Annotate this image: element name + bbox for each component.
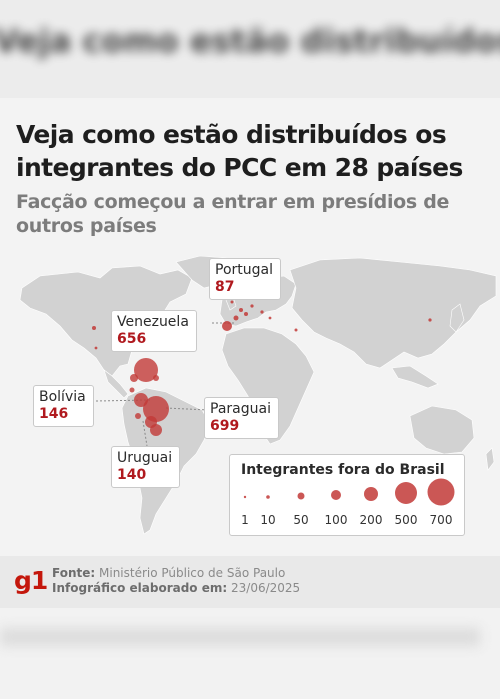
callout-uruguai-name: Uruguai xyxy=(117,450,173,466)
infographic-title: Veja como estão distribuídos os integran… xyxy=(16,120,463,182)
source-info: Fonte: Ministério Público de São Paulo I… xyxy=(52,566,300,596)
legend-circle-50 xyxy=(297,492,305,500)
legend-circles: 1 10 50 100 200 500 700 xyxy=(241,478,455,527)
bubble-guyana xyxy=(153,375,159,381)
leader-line-paraguai xyxy=(165,407,209,411)
source-label: Fonte: xyxy=(52,566,96,580)
g1-logo: g1 xyxy=(14,566,48,595)
legend-label-200: 200 xyxy=(360,513,383,527)
callout-portugal: Portugal 87 xyxy=(209,258,281,300)
africa-shape xyxy=(221,327,315,445)
blurred-footer-background xyxy=(0,608,500,699)
bubble-middle-east xyxy=(294,328,298,332)
legend-circle-1 xyxy=(243,495,247,499)
legend-circle-700 xyxy=(427,478,455,506)
callout-paraguai-value: 699 xyxy=(210,418,240,434)
japan-shape xyxy=(449,303,465,333)
legend-circle-500 xyxy=(395,482,417,504)
blurred-title: Veja como estão distribuídos os integran… xyxy=(0,22,500,60)
legend-circle-100 xyxy=(331,490,341,500)
blurred-header-background: Veja como estão distribuídos os integran… xyxy=(0,0,500,98)
australia-shape xyxy=(409,405,475,455)
legend-label-500: 500 xyxy=(395,513,418,527)
callout-venezuela-name: Venezuela xyxy=(117,314,189,330)
bubble-colombia xyxy=(130,374,138,382)
made-value: 23/06/2025 xyxy=(231,581,301,595)
blurred-text-bar xyxy=(0,628,480,646)
new-zealand-shape xyxy=(485,447,495,471)
bubble-portugal xyxy=(222,321,232,331)
size-legend: Integrantes fora do Brasil 1 10 50 100 2… xyxy=(229,454,465,536)
callout-uruguai-value: 140 xyxy=(117,467,147,483)
bubble-usa xyxy=(92,326,96,330)
bubble-chile xyxy=(135,413,141,419)
central-america-shape xyxy=(103,369,129,399)
asia-shape xyxy=(289,257,497,369)
callout-bolivia: Bolívia 146 xyxy=(33,385,94,427)
bubble-italy xyxy=(244,312,248,316)
infographic-card: Veja como estão distribuídos os integran… xyxy=(0,98,500,556)
bubble-germany xyxy=(250,304,254,308)
legend-label-100: 100 xyxy=(325,513,348,527)
bubble-uk xyxy=(230,300,234,304)
bubble-east-asia xyxy=(428,318,432,322)
legend-label-50: 50 xyxy=(293,513,308,527)
bubble-venezuela xyxy=(134,358,158,382)
source-value: Ministério Público de São Paulo xyxy=(99,566,286,580)
callout-paraguai-name: Paraguai xyxy=(210,401,271,417)
callout-bolivia-name: Bolívia xyxy=(39,389,86,405)
bubble-spain xyxy=(233,315,239,321)
callout-uruguai: Uruguai 140 xyxy=(111,446,181,488)
bubble-france xyxy=(239,308,243,312)
legend-label-10: 10 xyxy=(260,513,275,527)
bubble-europe-east xyxy=(260,310,264,314)
leader-line-uruguai xyxy=(142,420,148,447)
footer: g1 Fonte: Ministério Público de São Paul… xyxy=(0,556,500,608)
bubble-peru xyxy=(129,387,135,393)
legend-title: Integrantes fora do Brasil xyxy=(241,462,445,478)
callout-bolivia-value: 146 xyxy=(39,406,69,422)
bubble-mexico xyxy=(94,346,98,350)
southeast-asia-shape xyxy=(391,365,439,389)
legend-circle-10 xyxy=(266,495,270,499)
callout-venezuela: Venezuela 656 xyxy=(111,310,197,352)
bubble-paraguai xyxy=(143,396,169,422)
legend-label-700: 700 xyxy=(430,513,453,527)
callout-portugal-value: 87 xyxy=(215,279,235,295)
made-label: Infográfico elaborado em: xyxy=(52,581,228,595)
infographic-subtitle: Facção começou a entrar em presídios de … xyxy=(16,191,450,237)
bubble-uruguai xyxy=(150,424,162,436)
callout-venezuela-value: 656 xyxy=(117,331,147,347)
callout-portugal-name: Portugal xyxy=(215,262,273,278)
callout-paraguai: Paraguai 699 xyxy=(204,397,279,439)
bubble-europe-southeast xyxy=(268,316,272,320)
legend-label-1: 1 xyxy=(241,513,249,527)
country-bubbles xyxy=(92,300,432,436)
legend-circle-200 xyxy=(364,487,378,501)
